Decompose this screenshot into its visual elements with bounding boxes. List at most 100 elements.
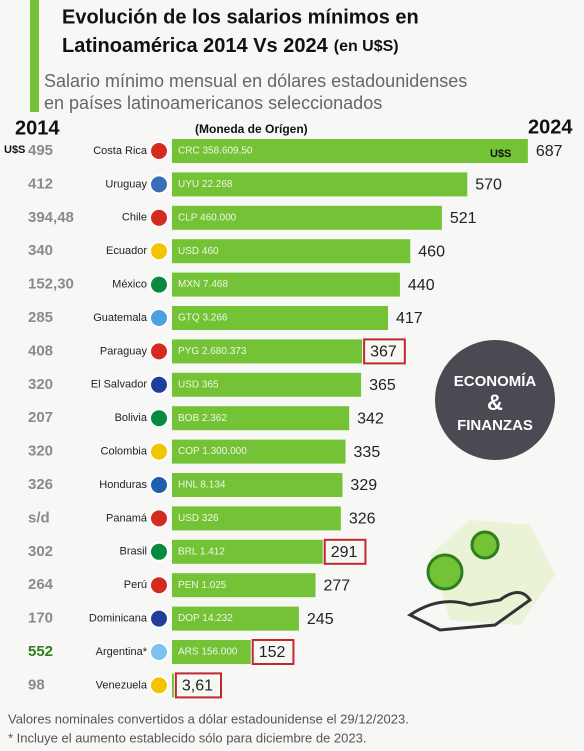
coin-icon: [470, 530, 500, 560]
flag: [149, 174, 169, 195]
subtitle: Salario mínimo mensual en dólares estado…: [44, 71, 467, 91]
local-label: CRC 358.609,50: [178, 146, 253, 157]
value-label: 417: [396, 310, 423, 327]
category-label: Paraguay: [100, 345, 148, 357]
value-label: 460: [418, 243, 445, 260]
year-header: 2014: [15, 117, 60, 139]
local-label: BOB 2.362: [178, 413, 227, 424]
category-label: Chile: [122, 212, 147, 224]
highlight-box: [323, 538, 367, 565]
value-label-2014: 552: [28, 643, 53, 660]
footnote: Valores nominales convertidos a dólar es…: [8, 711, 409, 726]
category-label: Venezuela: [96, 679, 148, 691]
category-label: Colombia: [101, 446, 148, 458]
logo-bg: [435, 340, 555, 460]
highlight-box: [251, 639, 295, 665]
bar: [172, 172, 468, 197]
flag: [149, 341, 169, 362]
local-header: (Moneda de Orígen): [195, 122, 308, 136]
chart-title: Evolución de los salarios mínimos en: [62, 6, 419, 28]
value-label-2014: 207: [28, 409, 53, 426]
value-label: 570: [475, 177, 502, 194]
local-label: CLP 460.000: [178, 212, 237, 223]
value-label-2014: 408: [28, 342, 53, 359]
flag: [149, 441, 169, 462]
chart-title: Latinoamérica 2014 Vs 2024 (en U$S): [62, 35, 399, 57]
flag: [149, 207, 169, 228]
value-label: 521: [450, 210, 477, 227]
flag: [149, 274, 169, 295]
flag: [149, 308, 169, 328]
hand-icon: [407, 591, 533, 632]
local-label: PEN 1.025: [178, 580, 227, 591]
value-label: 326: [349, 511, 376, 528]
logo-text: FINANZAS: [457, 417, 533, 434]
value-label-2014: s/d: [28, 509, 50, 526]
value-label-2014: 264: [28, 576, 54, 593]
bar: [172, 306, 389, 330]
flag: [149, 508, 169, 529]
bar: [172, 606, 299, 631]
value-label: 277: [323, 577, 350, 594]
value-label-2014: 340: [28, 242, 53, 259]
icon-bg: [430, 520, 555, 625]
value-label: 3,61: [182, 678, 213, 695]
value-label-2014: 152,30: [28, 276, 74, 293]
flag: [149, 575, 169, 596]
category-label: Honduras: [99, 479, 147, 491]
bar: [172, 406, 350, 431]
value-label: 335: [354, 444, 381, 461]
local-label: PYG 2.680.373: [178, 346, 247, 357]
highlight-box: [174, 672, 223, 699]
local-label: GTQ 3.266: [178, 313, 228, 324]
value-label: 291: [331, 544, 358, 561]
coin-icon: [426, 553, 464, 591]
flag: [149, 408, 169, 429]
value-label: 245: [307, 611, 334, 628]
flag: [149, 241, 169, 262]
value-label-2014: 320: [28, 376, 53, 393]
value-label-2014: 394,48: [28, 209, 74, 226]
bar: [172, 539, 323, 564]
bar: [172, 473, 343, 497]
value-label-2014: 98: [28, 676, 45, 693]
category-label: Panamá: [106, 512, 148, 524]
category-label: Perú: [124, 579, 147, 591]
value-label: 329: [350, 477, 377, 494]
flag: [149, 141, 169, 161]
value-label-2014: 495: [28, 142, 53, 159]
local-label: HNL 8.134: [178, 480, 226, 491]
value-label-2014: 302: [28, 543, 53, 560]
local-label: USD 365: [178, 379, 219, 390]
value-label-2014: 285: [28, 309, 53, 326]
value-label-2014: 412: [28, 175, 53, 192]
bar: [172, 339, 363, 364]
footnote: * Incluye el aumento establecido sólo pa…: [8, 730, 366, 745]
local-label: USD 460: [178, 246, 219, 257]
bar: [172, 272, 400, 297]
flag: [149, 675, 169, 696]
value-label: 152: [259, 644, 286, 661]
flag: [149, 541, 169, 562]
category-label: Bolivia: [115, 412, 148, 424]
local-label: UYU 22.268: [178, 179, 233, 190]
category-label: Dominicana: [89, 613, 148, 625]
local-label: DOP 14.232: [178, 613, 233, 624]
category-label: Ecuador: [106, 245, 147, 257]
highlight-box: [363, 338, 406, 365]
value-label-2014: 170: [28, 610, 53, 627]
value-label-2014: 320: [28, 443, 53, 460]
value-label: 687: [536, 143, 563, 160]
local-label: COP 1.300.000: [178, 446, 247, 457]
flag: [149, 642, 169, 662]
category-label: Uruguay: [105, 178, 147, 190]
category-label: Brasil: [119, 546, 147, 558]
chart-title-line: Latinoamérica 2014 Vs 2024: [62, 35, 329, 57]
category-label: Argentina*: [96, 646, 148, 658]
category-label: El Salvador: [91, 379, 148, 391]
category-label: México: [112, 279, 147, 291]
bar: [172, 239, 411, 264]
category-label: Guatemala: [93, 312, 148, 324]
local-label: ARS 156.000: [178, 647, 238, 658]
